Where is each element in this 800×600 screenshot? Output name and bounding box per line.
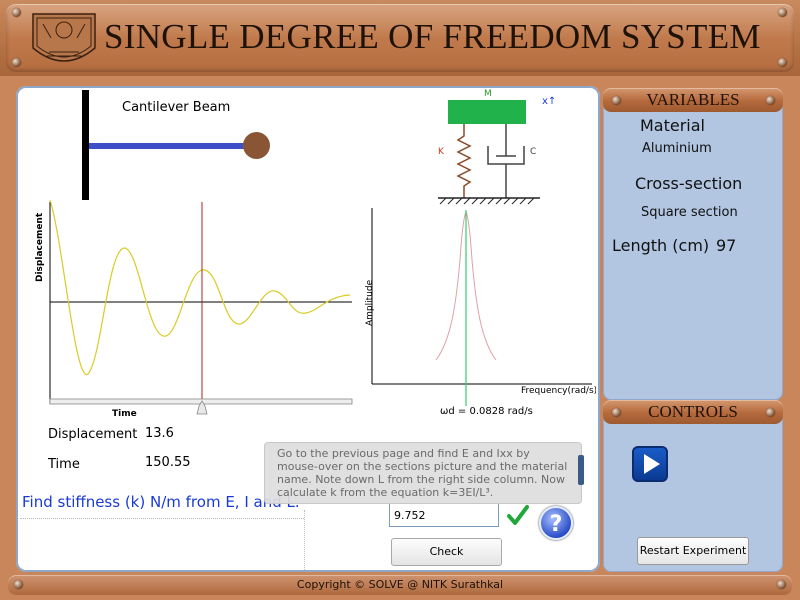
beam <box>89 143 247 149</box>
screw-icon <box>612 408 621 417</box>
spring-label: K <box>438 147 445 157</box>
y-axis-label: Displacement <box>35 212 45 282</box>
footer-bar: Copyright © SOLVE @ NITK Surathkal <box>8 575 792 595</box>
restart-experiment-button[interactable]: Restart Experiment <box>637 537 749 565</box>
sdof-schematic: M x↑ K C <box>438 89 556 205</box>
length-label: Length (cm) <box>612 236 710 255</box>
x-axis-label: Time <box>112 409 137 418</box>
material-label: Material <box>640 116 705 135</box>
help-button[interactable]: ? <box>539 506 573 540</box>
screw-icon <box>12 8 21 17</box>
time-label: Time <box>48 457 80 472</box>
screw-icon <box>778 8 787 17</box>
hint-tooltip: Go to the previous page and find E and I… <box>264 442 582 504</box>
controls-heading: CONTROLS <box>603 400 783 424</box>
screw-icon <box>14 580 23 589</box>
spring <box>456 124 472 198</box>
damper-label: C <box>530 147 536 157</box>
y-axis-label: Amplitude <box>365 279 375 326</box>
mass-block <box>448 100 526 124</box>
screw-icon <box>612 96 621 105</box>
screw-icon <box>778 58 787 67</box>
fixed-support <box>82 90 89 200</box>
play-button[interactable] <box>632 446 668 482</box>
page-title: SINGLE DEGREE OF FREEDOM SYSTEM <box>104 17 761 56</box>
displacement-value: 13.6 <box>145 426 174 441</box>
check-button[interactable]: Check <box>391 538 502 566</box>
screw-icon <box>766 408 775 417</box>
displacement-curve <box>49 199 351 375</box>
damped-frequency-readout: ωd = 0.0828 rad/s <box>440 406 533 417</box>
play-icon <box>644 454 660 474</box>
variables-panel <box>603 90 783 400</box>
divider <box>304 510 305 570</box>
institute-seal-icon <box>32 13 96 62</box>
screw-icon <box>766 96 775 105</box>
task-prompt: Find stiffness (k) N/m from E, I and L. <box>22 493 300 511</box>
amplitude-frequency-graph: Amplitude Frequency(rad/s) ωd = 0.0828 r… <box>365 208 596 417</box>
length-value: 97 <box>716 236 737 255</box>
copyright-text: Copyright © SOLVE @ NITK Surathkal <box>296 578 504 591</box>
correct-check-icon <box>507 505 529 525</box>
material-value[interactable]: Aluminium <box>642 141 712 156</box>
cross-section-label: Cross-section <box>635 174 743 193</box>
mass-label: M <box>484 89 492 99</box>
screw-icon <box>777 580 786 589</box>
header-bar: SINGLE DEGREE OF FREEDOM SYSTEM <box>0 0 800 76</box>
header-band <box>6 4 794 72</box>
divider <box>20 518 304 519</box>
variables-heading: VARIABLES <box>603 88 783 112</box>
tooltip-edge <box>578 455 584 485</box>
question-mark-icon: ? <box>549 512 563 537</box>
screw-icon <box>12 58 21 67</box>
displacement-time-graph: Displacement Time <box>35 199 353 418</box>
cross-section-value[interactable]: Square section <box>641 205 738 220</box>
x-axis-label: Frequency(rad/s) <box>521 386 596 396</box>
time-value: 150.55 <box>145 455 191 470</box>
cantilever-title: Cantilever Beam <box>122 100 231 115</box>
displacement-arrow-label: x↑ <box>542 96 556 107</box>
time-slider-thumb[interactable] <box>196 400 208 415</box>
stiffness-answer-input[interactable] <box>389 503 499 527</box>
displacement-label: Displacement <box>48 427 138 442</box>
tip-mass <box>243 132 270 159</box>
